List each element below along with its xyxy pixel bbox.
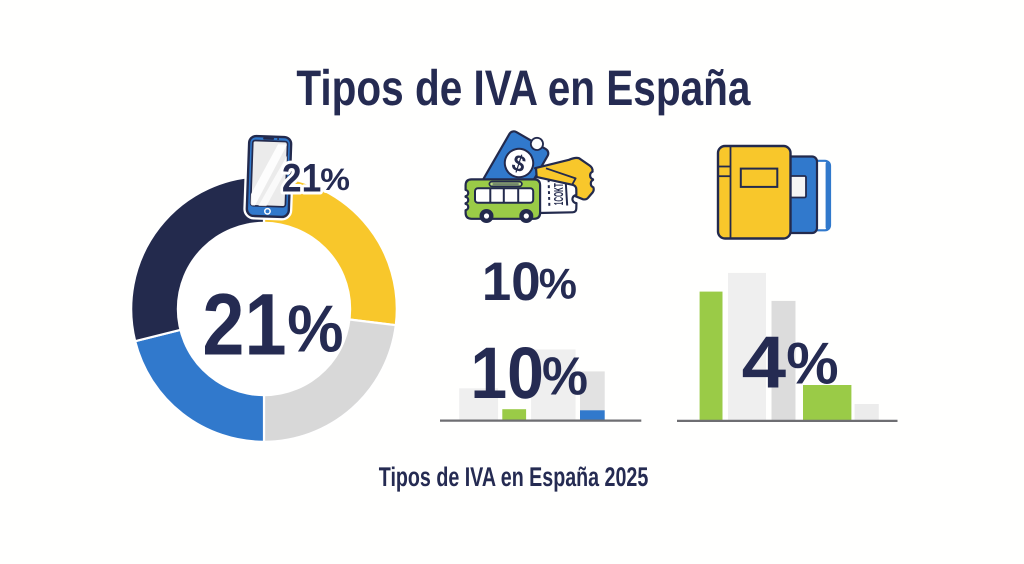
svg-text:%: % (539, 260, 577, 308)
svg-text:21: 21 (282, 156, 321, 200)
svg-text:4: 4 (742, 321, 787, 404)
svg-text:%: % (786, 331, 838, 397)
svg-text:%: % (320, 162, 350, 197)
svg-text:%: % (287, 293, 343, 367)
svg-text:21: 21 (202, 275, 286, 373)
svg-text:10: 10 (470, 333, 544, 414)
svg-text:Tipos de IVA en España 2025: Tipos de IVA en España 2025 (379, 462, 649, 492)
svg-text:%: % (542, 347, 588, 407)
svg-text:1COKT: 1COKT (551, 183, 566, 205)
svg-text:Tipos de IVA en España: Tipos de IVA en España (296, 60, 751, 116)
svg-text:10: 10 (482, 251, 541, 312)
